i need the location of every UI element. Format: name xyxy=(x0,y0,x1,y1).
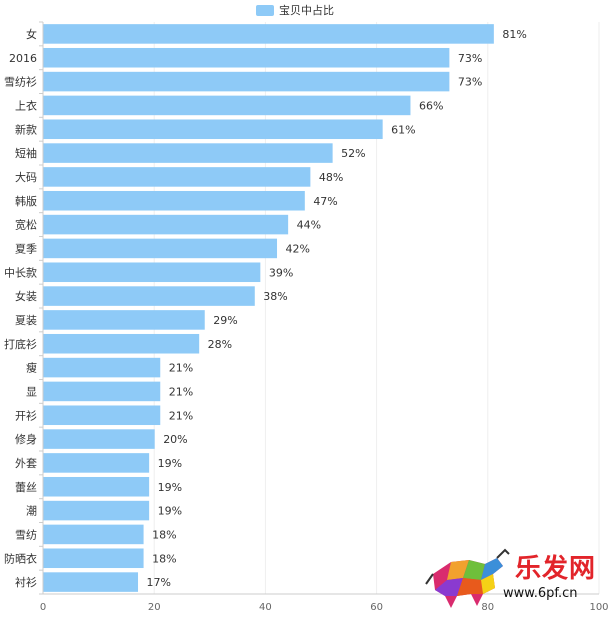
value-label: 21% xyxy=(169,385,193,398)
value-label: 19% xyxy=(158,505,182,518)
category-label: 短袖 xyxy=(15,146,37,160)
bar[interactable] xyxy=(43,524,144,545)
category-label: 2016 xyxy=(9,52,37,65)
bar[interactable] xyxy=(43,214,289,235)
value-label: 44% xyxy=(297,219,321,232)
category-label: 雪纺 xyxy=(15,527,37,541)
value-label: 17% xyxy=(147,576,171,589)
watermark-title: 乐发网 xyxy=(515,554,597,584)
category-label: 瘦 xyxy=(26,361,37,375)
x-tick-label: 0 xyxy=(40,602,46,613)
bar[interactable] xyxy=(43,262,261,283)
value-label: 38% xyxy=(263,290,287,303)
value-label: 73% xyxy=(458,52,482,65)
bar[interactable] xyxy=(43,238,278,259)
bar[interactable] xyxy=(43,357,161,378)
legend-swatch xyxy=(256,4,274,16)
bar[interactable] xyxy=(43,333,200,354)
value-label: 21% xyxy=(169,362,193,375)
bar[interactable] xyxy=(43,143,333,163)
bull-logo-icon xyxy=(425,548,510,608)
bar[interactable] xyxy=(43,119,383,140)
value-label: 21% xyxy=(169,409,193,422)
value-label: 47% xyxy=(313,195,337,208)
value-label: 28% xyxy=(208,338,232,351)
bar[interactable] xyxy=(43,429,155,449)
legend-label: 宝贝中占比 xyxy=(279,4,334,17)
bar[interactable] xyxy=(43,24,494,44)
bar[interactable] xyxy=(43,381,161,402)
bar[interactable] xyxy=(43,476,150,497)
value-label: 61% xyxy=(391,123,415,136)
category-label: 打底衫 xyxy=(4,337,37,351)
category-label: 雪纺衫 xyxy=(4,75,37,89)
bar[interactable] xyxy=(43,286,255,306)
value-label: 18% xyxy=(152,552,176,565)
category-label: 开衫 xyxy=(15,409,37,422)
watermark-url: www.6pf.cn xyxy=(503,586,578,601)
value-label: 48% xyxy=(319,171,343,184)
category-label: 上衣 xyxy=(15,98,37,112)
bar[interactable] xyxy=(43,548,144,569)
value-label: 39% xyxy=(269,266,293,279)
value-label: 19% xyxy=(158,481,182,494)
bar[interactable] xyxy=(43,71,450,92)
category-label: 防晒衣 xyxy=(4,551,37,565)
category-label: 宽松 xyxy=(15,218,37,232)
watermark-logo: 乐发网 www.6pf.cn xyxy=(423,544,609,612)
x-tick-label: 80 xyxy=(481,602,494,613)
category-label: 夏装 xyxy=(15,314,37,327)
category-label: 中长款 xyxy=(4,265,37,279)
category-label: 夏季 xyxy=(15,242,37,255)
x-tick-label: 40 xyxy=(259,602,272,613)
category-label: 新款 xyxy=(15,122,37,136)
bar[interactable] xyxy=(43,310,205,330)
category-label: 显 xyxy=(26,385,37,398)
x-tick-label: 20 xyxy=(148,602,161,613)
bar[interactable] xyxy=(43,405,161,426)
bar[interactable] xyxy=(43,167,311,187)
category-label: 修身 xyxy=(15,432,37,446)
x-tick-label: 60 xyxy=(370,602,383,613)
value-label: 19% xyxy=(158,457,182,470)
category-label: 蕾丝 xyxy=(15,481,37,494)
category-label: 衬衫 xyxy=(15,576,37,589)
value-label: 52% xyxy=(341,147,365,160)
value-label: 81% xyxy=(502,28,526,41)
category-label: 女装 xyxy=(15,289,37,303)
bar[interactable] xyxy=(43,47,450,68)
value-label: 42% xyxy=(286,242,310,255)
value-label: 29% xyxy=(213,314,237,327)
bar[interactable] xyxy=(43,95,411,116)
category-label: 外套 xyxy=(15,457,37,470)
x-tick-label: 100 xyxy=(589,602,608,613)
category-label: 潮 xyxy=(26,504,37,518)
value-label: 73% xyxy=(458,76,482,89)
category-label: 女 xyxy=(26,27,37,41)
value-label: 18% xyxy=(152,528,176,541)
bar[interactable] xyxy=(43,190,305,211)
bar[interactable] xyxy=(43,453,150,473)
chart-legend[interactable]: 宝贝中占比 xyxy=(256,2,334,18)
category-label: 韩版 xyxy=(15,194,37,208)
value-label: 66% xyxy=(419,99,443,112)
value-label: 20% xyxy=(163,433,187,446)
bar[interactable] xyxy=(43,572,139,592)
bar[interactable] xyxy=(43,500,150,521)
category-label: 大码 xyxy=(15,170,37,184)
